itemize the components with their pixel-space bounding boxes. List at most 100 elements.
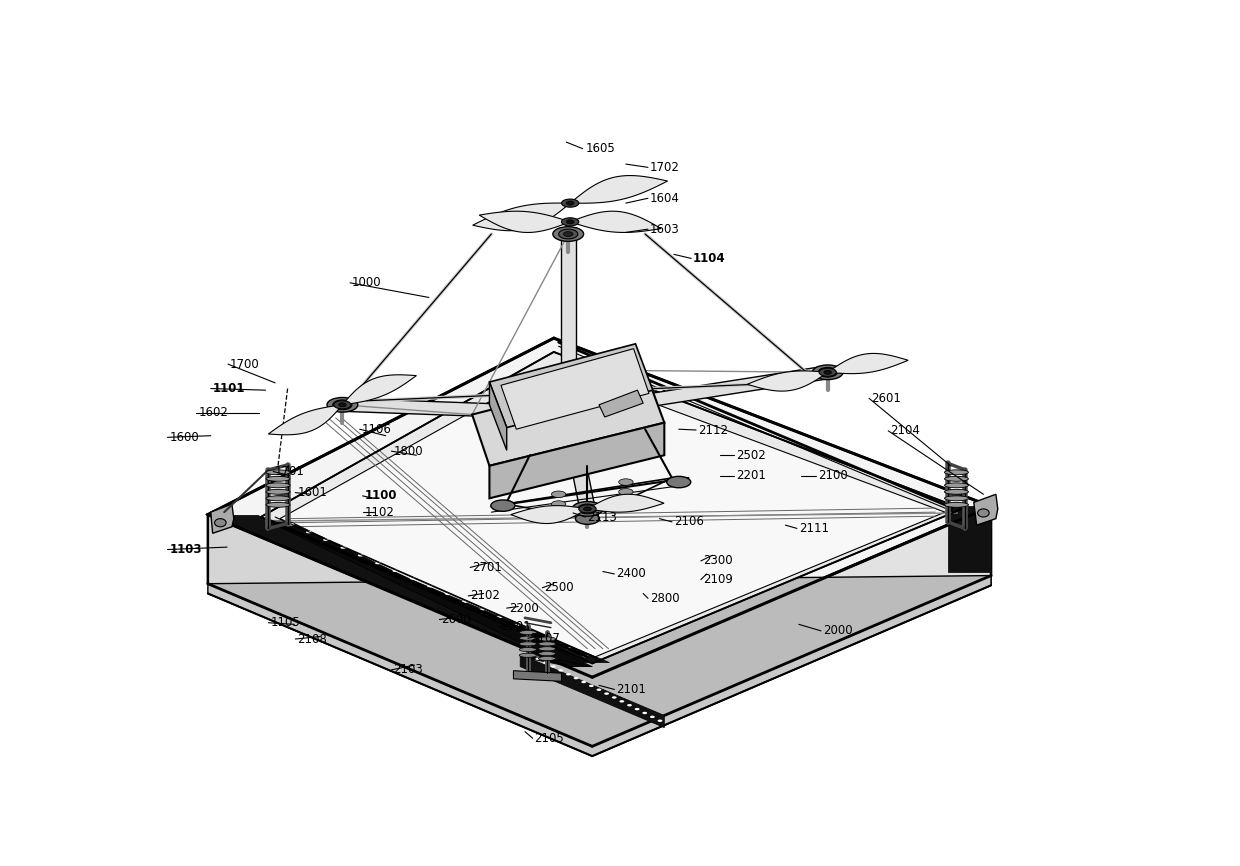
Polygon shape xyxy=(511,506,588,524)
Text: 1103: 1103 xyxy=(170,543,202,556)
Polygon shape xyxy=(211,504,234,533)
Ellipse shape xyxy=(575,513,599,524)
Text: 1605: 1605 xyxy=(585,142,615,155)
Ellipse shape xyxy=(538,642,556,646)
Polygon shape xyxy=(490,423,665,498)
Text: 2106: 2106 xyxy=(675,515,704,528)
Polygon shape xyxy=(560,234,575,413)
Polygon shape xyxy=(560,412,595,510)
Text: 2502: 2502 xyxy=(737,449,766,462)
Ellipse shape xyxy=(520,642,537,646)
Ellipse shape xyxy=(579,505,596,513)
Ellipse shape xyxy=(341,546,346,549)
Ellipse shape xyxy=(812,365,843,379)
Polygon shape xyxy=(208,576,991,756)
Text: 2108: 2108 xyxy=(298,632,327,645)
Polygon shape xyxy=(570,176,667,204)
Ellipse shape xyxy=(267,470,290,475)
Text: 1104: 1104 xyxy=(693,252,725,265)
Ellipse shape xyxy=(528,654,533,656)
Ellipse shape xyxy=(604,693,609,695)
Ellipse shape xyxy=(558,229,578,239)
Ellipse shape xyxy=(538,647,556,650)
Text: 1601: 1601 xyxy=(298,486,327,499)
Ellipse shape xyxy=(583,507,593,511)
Ellipse shape xyxy=(538,637,556,641)
Ellipse shape xyxy=(551,665,556,668)
Ellipse shape xyxy=(334,401,351,409)
Ellipse shape xyxy=(565,673,570,675)
Ellipse shape xyxy=(667,476,691,488)
Text: 2201: 2201 xyxy=(737,469,766,482)
Ellipse shape xyxy=(552,491,565,497)
Polygon shape xyxy=(828,353,908,373)
Polygon shape xyxy=(521,655,665,727)
Polygon shape xyxy=(947,507,991,572)
Polygon shape xyxy=(973,494,998,525)
Text: 2400: 2400 xyxy=(616,567,646,580)
Ellipse shape xyxy=(945,489,968,494)
Ellipse shape xyxy=(289,523,294,526)
Ellipse shape xyxy=(520,653,537,657)
Ellipse shape xyxy=(267,483,290,488)
Ellipse shape xyxy=(332,400,352,410)
Ellipse shape xyxy=(562,199,579,207)
Text: 2101: 2101 xyxy=(616,683,646,696)
Ellipse shape xyxy=(823,371,832,374)
Ellipse shape xyxy=(520,648,537,651)
Text: 1106: 1106 xyxy=(362,423,392,436)
Ellipse shape xyxy=(491,500,515,511)
Ellipse shape xyxy=(650,715,655,718)
Ellipse shape xyxy=(392,570,398,572)
Ellipse shape xyxy=(818,367,837,378)
Ellipse shape xyxy=(823,370,832,375)
Text: 2000: 2000 xyxy=(823,624,853,637)
Ellipse shape xyxy=(520,637,537,640)
Ellipse shape xyxy=(582,681,587,683)
Text: 2601: 2601 xyxy=(870,391,900,404)
Text: 2100: 2100 xyxy=(818,469,848,482)
Polygon shape xyxy=(567,365,830,419)
Ellipse shape xyxy=(374,562,381,565)
Ellipse shape xyxy=(583,655,589,657)
Polygon shape xyxy=(208,514,593,746)
Polygon shape xyxy=(268,404,342,435)
Text: 1800: 1800 xyxy=(393,444,423,457)
Ellipse shape xyxy=(267,489,290,494)
Text: 2701: 2701 xyxy=(472,561,502,574)
Text: 2102: 2102 xyxy=(470,590,500,603)
Ellipse shape xyxy=(479,608,485,611)
Ellipse shape xyxy=(496,616,502,618)
Text: 2200: 2200 xyxy=(508,602,538,615)
Text: 1102: 1102 xyxy=(365,506,394,519)
Text: 2111: 2111 xyxy=(799,522,828,535)
Ellipse shape xyxy=(611,696,616,699)
Text: 1600: 1600 xyxy=(170,430,200,444)
Ellipse shape xyxy=(578,504,598,514)
Ellipse shape xyxy=(820,368,836,377)
Text: 1000: 1000 xyxy=(352,276,382,289)
Ellipse shape xyxy=(267,496,290,501)
Polygon shape xyxy=(472,203,570,230)
Ellipse shape xyxy=(538,651,556,656)
Ellipse shape xyxy=(327,397,358,412)
Ellipse shape xyxy=(945,476,968,481)
Ellipse shape xyxy=(619,498,634,505)
Text: 1700: 1700 xyxy=(229,358,259,371)
Ellipse shape xyxy=(565,647,572,650)
Ellipse shape xyxy=(548,639,554,642)
Text: 2109: 2109 xyxy=(703,573,733,586)
Ellipse shape xyxy=(562,217,579,226)
Text: 1701: 1701 xyxy=(275,465,305,478)
Ellipse shape xyxy=(945,496,968,501)
Polygon shape xyxy=(260,352,962,663)
Ellipse shape xyxy=(572,501,603,516)
Ellipse shape xyxy=(543,662,548,664)
Ellipse shape xyxy=(642,712,647,714)
Ellipse shape xyxy=(267,476,290,481)
Polygon shape xyxy=(342,375,417,404)
Ellipse shape xyxy=(520,630,537,635)
Text: 2501: 2501 xyxy=(501,620,531,633)
Ellipse shape xyxy=(337,403,347,407)
Ellipse shape xyxy=(552,511,565,517)
